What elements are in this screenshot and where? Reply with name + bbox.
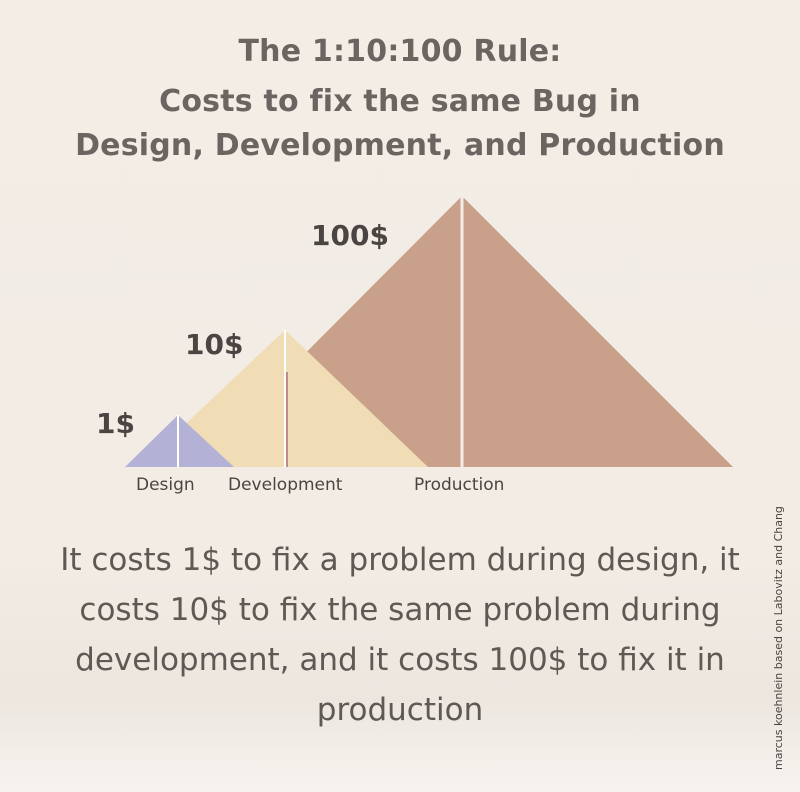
stage-label-production: Production	[414, 475, 504, 495]
credit-text: marcus koehnlein based on Labovitz and C…	[772, 506, 785, 770]
title-line-2: Costs to fix the same Bug in	[159, 84, 641, 119]
stage-label-development: Development	[228, 475, 343, 495]
stage-label-design: Design	[136, 475, 195, 495]
cost-label-production: 100$	[311, 219, 389, 252]
title-line-3: Design, Development, and Production	[75, 128, 725, 163]
design-pyramid	[125, 415, 234, 467]
title-line-1: The 1:10:100 Rule:	[238, 34, 562, 69]
cost-label-development: 10$	[185, 328, 243, 361]
cost-label-design: 1$	[96, 407, 135, 440]
cost-pyramids-diagram: 100$ 10$ 1$ Design Development Productio…	[96, 196, 733, 495]
description-text: It costs 1$ to fix a problem during desi…	[60, 542, 740, 728]
